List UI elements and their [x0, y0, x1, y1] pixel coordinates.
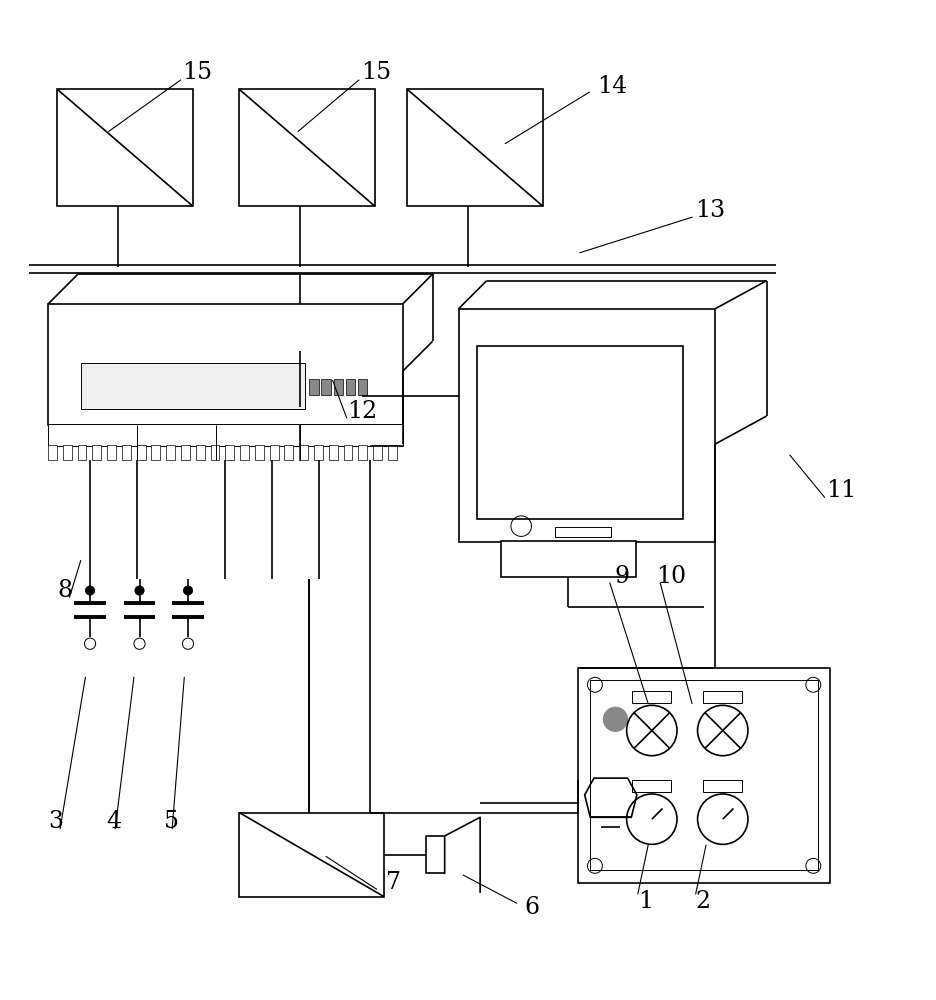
Bar — [196, 445, 205, 460]
Text: 7: 7 — [386, 871, 401, 894]
Bar — [312, 403, 321, 418]
Bar — [426, 836, 445, 873]
Bar — [314, 445, 323, 460]
Text: 3: 3 — [48, 810, 63, 833]
Text: 9: 9 — [614, 565, 630, 588]
Bar — [48, 304, 402, 425]
Bar — [345, 379, 355, 395]
Bar — [591, 680, 818, 870]
Bar — [78, 445, 86, 460]
Bar — [555, 527, 611, 537]
Bar — [80, 363, 305, 409]
Bar — [137, 445, 146, 460]
Bar — [325, 403, 334, 418]
Bar — [388, 445, 397, 460]
Bar — [632, 691, 671, 703]
Bar — [122, 445, 131, 460]
Circle shape — [85, 586, 95, 595]
Bar — [407, 89, 543, 206]
Bar — [63, 445, 72, 460]
Circle shape — [183, 586, 193, 595]
Bar — [344, 386, 361, 407]
Bar — [48, 424, 402, 446]
Bar — [270, 445, 279, 460]
Bar — [107, 445, 116, 460]
Bar — [333, 379, 343, 395]
Text: 15: 15 — [183, 61, 212, 84]
Bar — [241, 445, 249, 460]
Text: 5: 5 — [164, 810, 179, 833]
Bar — [181, 445, 190, 460]
Bar — [344, 445, 353, 460]
Bar — [310, 379, 318, 395]
Bar — [373, 445, 382, 460]
Bar — [255, 445, 264, 460]
Text: 2: 2 — [695, 890, 710, 913]
Bar — [211, 445, 219, 460]
Text: 10: 10 — [656, 565, 686, 588]
Bar — [459, 309, 715, 542]
Text: 15: 15 — [361, 61, 391, 84]
Circle shape — [135, 586, 144, 595]
Text: 13: 13 — [695, 199, 725, 222]
Bar — [48, 445, 57, 460]
Bar — [703, 780, 742, 792]
Bar — [167, 445, 175, 460]
Bar — [358, 445, 367, 460]
Text: 12: 12 — [347, 400, 377, 423]
Bar — [300, 445, 308, 460]
Bar — [286, 403, 296, 418]
Bar — [358, 379, 367, 395]
Bar — [240, 89, 374, 206]
Bar — [285, 445, 293, 460]
Bar — [501, 541, 636, 577]
Bar — [57, 89, 193, 206]
Bar — [329, 445, 338, 460]
Bar — [277, 351, 346, 425]
Bar — [226, 445, 234, 460]
Polygon shape — [445, 817, 480, 892]
Bar — [321, 379, 330, 395]
Text: 6: 6 — [524, 896, 539, 919]
Circle shape — [604, 707, 627, 731]
Text: 1: 1 — [637, 890, 653, 913]
Bar — [632, 780, 671, 792]
Bar — [477, 346, 682, 519]
Text: 4: 4 — [106, 810, 121, 833]
Bar — [240, 813, 384, 897]
Text: 14: 14 — [597, 75, 628, 98]
Bar — [300, 403, 309, 418]
Bar — [93, 445, 101, 460]
Bar — [703, 691, 742, 703]
Text: 11: 11 — [826, 479, 856, 502]
Text: 8: 8 — [57, 579, 72, 602]
Bar — [152, 445, 160, 460]
Bar — [578, 668, 830, 883]
